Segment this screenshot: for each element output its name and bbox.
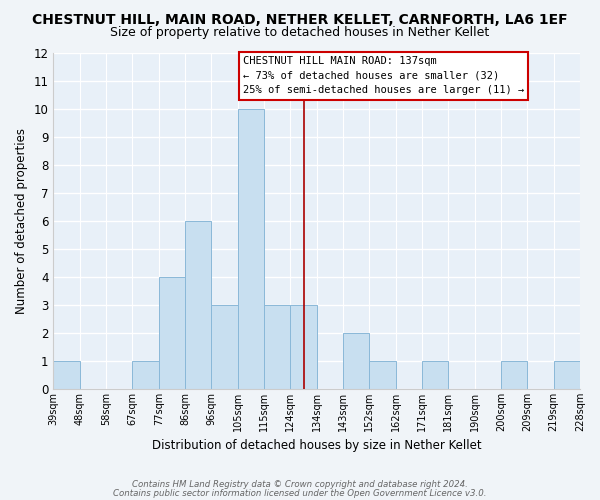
Bar xyxy=(370,361,395,389)
Bar xyxy=(133,361,159,389)
X-axis label: Distribution of detached houses by size in Nether Kellet: Distribution of detached houses by size … xyxy=(152,440,482,452)
Bar xyxy=(501,361,527,389)
Bar xyxy=(290,305,317,389)
Text: CHESTNUT HILL MAIN ROAD: 137sqm
← 73% of detached houses are smaller (32)
25% of: CHESTNUT HILL MAIN ROAD: 137sqm ← 73% of… xyxy=(243,56,524,96)
Y-axis label: Number of detached properties: Number of detached properties xyxy=(15,128,28,314)
Bar xyxy=(554,361,580,389)
Text: Contains public sector information licensed under the Open Government Licence v3: Contains public sector information licen… xyxy=(113,488,487,498)
Bar xyxy=(185,221,211,389)
Text: Contains HM Land Registry data © Crown copyright and database right 2024.: Contains HM Land Registry data © Crown c… xyxy=(132,480,468,489)
Text: Size of property relative to detached houses in Nether Kellet: Size of property relative to detached ho… xyxy=(110,26,490,39)
Text: CHESTNUT HILL, MAIN ROAD, NETHER KELLET, CARNFORTH, LA6 1EF: CHESTNUT HILL, MAIN ROAD, NETHER KELLET,… xyxy=(32,12,568,26)
Bar xyxy=(211,305,238,389)
Bar xyxy=(264,305,290,389)
Bar xyxy=(343,333,370,389)
Bar xyxy=(53,361,80,389)
Bar xyxy=(422,361,448,389)
Bar xyxy=(238,108,264,389)
Bar xyxy=(159,277,185,389)
